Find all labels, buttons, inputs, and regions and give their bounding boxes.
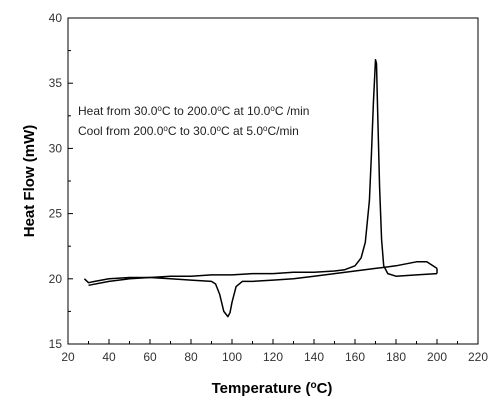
y-axis-title: Heat Flow (mW) [21, 125, 38, 238]
x-tick-label: 160 [345, 350, 365, 364]
x-tick-label: 220 [468, 350, 488, 364]
axis-tick-labels: 20 40 60 80 100 120 140 160 180 200 22015202530354… [49, 11, 489, 364]
y-tick-label: 30 [49, 141, 63, 155]
x-tick-label: 20 [61, 350, 75, 364]
y-tick-label: 25 [49, 207, 63, 221]
annotation-heat-rate: Heat from 30.0oC to 200.0oC at 10.0oC /m… [78, 104, 309, 119]
y-tick-label: 15 [49, 337, 63, 351]
x-tick-label: 180 [386, 350, 406, 364]
axis-ticks [67, 17, 479, 345]
data-lines [83, 58, 438, 318]
plot-frame [67, 17, 479, 345]
cooling-curve [83, 261, 438, 318]
x-tick-label: 120 [263, 350, 283, 364]
annotation-cool-rate: Cool from 200.0oC to 30.0oC at 5.0oC/min [78, 124, 299, 139]
y-tick-label: 20 [49, 272, 63, 286]
x-tick-label: 200 [427, 350, 447, 364]
x-axis-title: Temperature (oC) [212, 380, 333, 398]
x-tick-label: 140 [304, 350, 324, 364]
y-tick-label: 35 [49, 76, 63, 90]
x-tick-label: 80 [184, 350, 198, 364]
x-tick-label: 100 [222, 350, 242, 364]
x-tick-label: 60 [143, 350, 157, 364]
y-tick-label: 40 [49, 11, 63, 25]
heating-curve [88, 58, 438, 287]
x-tick-label: 40 [102, 350, 116, 364]
